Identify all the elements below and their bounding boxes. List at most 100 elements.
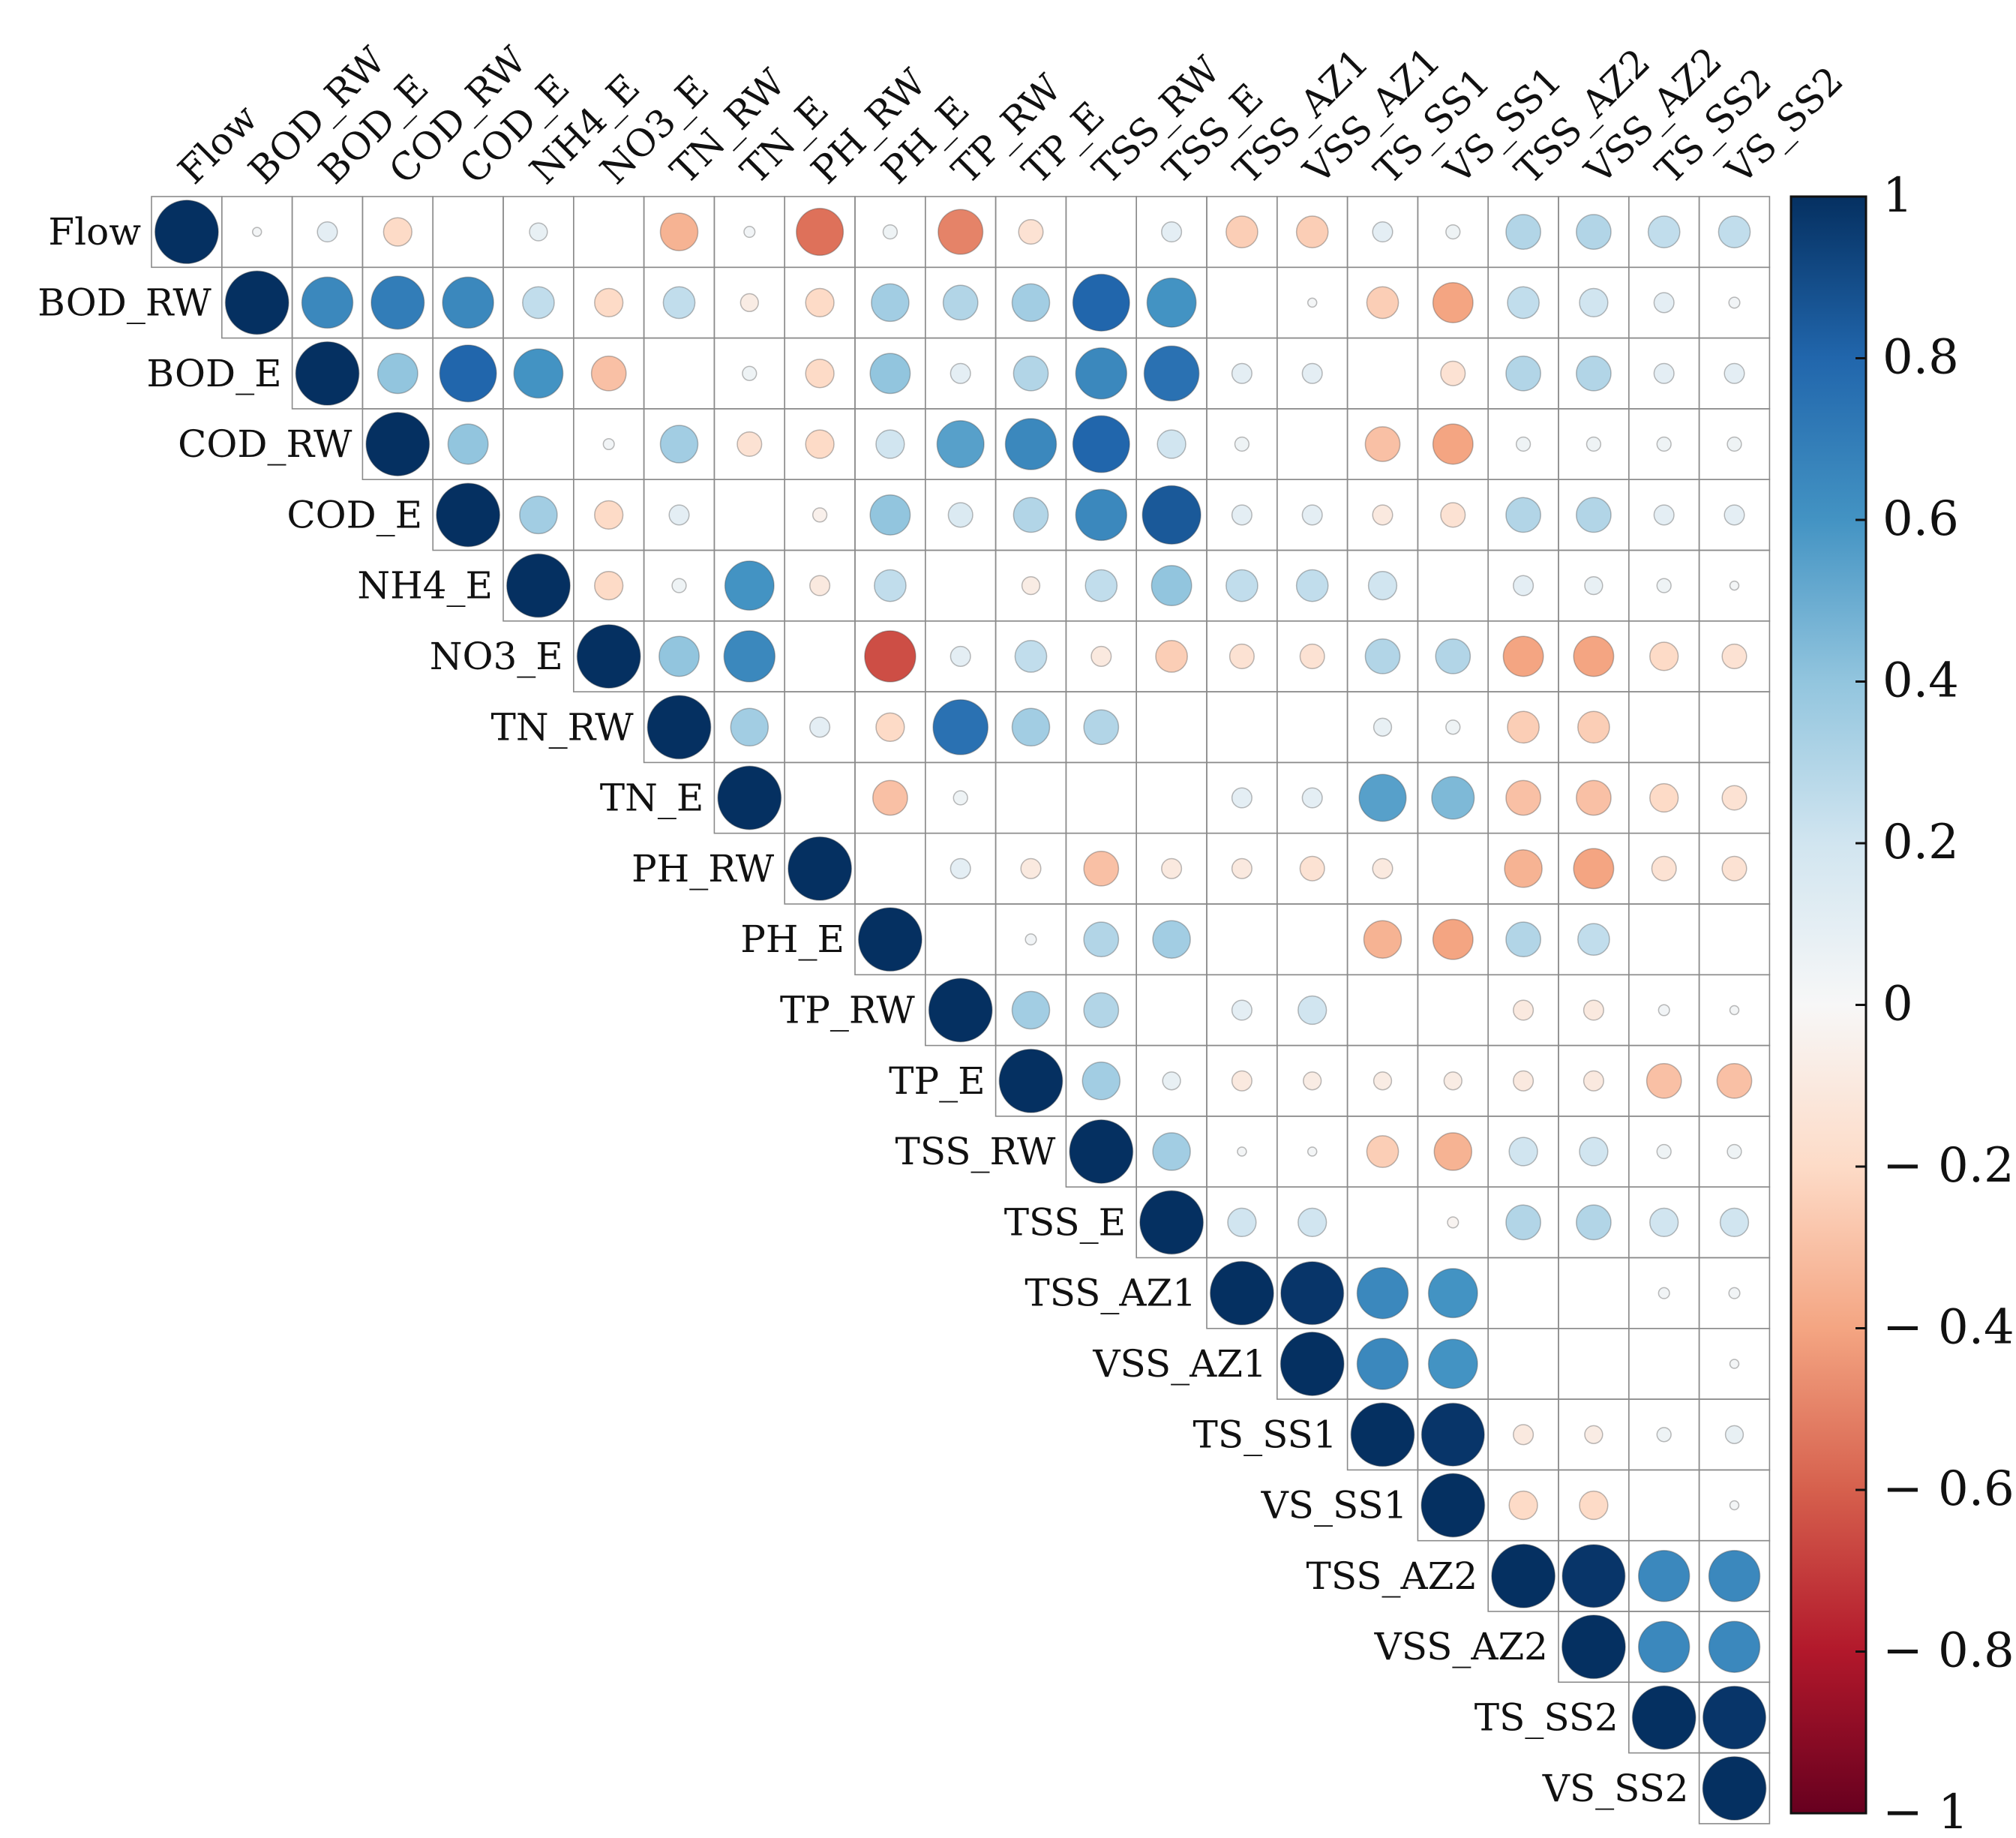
grid-cell-PH_E-TSS_AZ1 [1206, 903, 1278, 976]
corr-circle-TS_SS1-TSS_AZ2 [1513, 1424, 1534, 1446]
row-label-Flow: Flow [48, 210, 141, 254]
corr-circle-COD_RW-TSS_AZ1 [1234, 436, 1250, 452]
corr-circle-VSS_AZ1-VS_SS2 [1729, 1359, 1740, 1369]
colorbar-tick-label: 0.6 [1882, 491, 1959, 547]
corr-circle-BOD_E-VS_SS2 [1724, 362, 1745, 384]
corr-circle-TSS_E-TSS_AZ1 [1227, 1207, 1257, 1238]
corr-circle-NH4_E-TN_E [724, 560, 775, 611]
grid-cell-VS_SS2-VS_SS2 [1698, 1752, 1771, 1824]
row-label-VS_SS2: VS_SS2 [1542, 1767, 1689, 1810]
corr-circle-NH4_E-TP_E [1021, 575, 1041, 596]
corr-circle-TSS_RW-TSS_AZ2 [1508, 1137, 1538, 1167]
row-label-BOD_RW: BOD_RW [38, 281, 212, 324]
corr-circle-COD_RW-TSS_E [1156, 429, 1186, 459]
corr-circle-TN_RW-PH_E [875, 712, 905, 742]
corr-circle-COD_RW-TN_E [736, 431, 763, 458]
corr-circle-TN_E-TP_RW [952, 790, 968, 806]
corr-circle-TSS_AZ1-TS_SS1 [1356, 1266, 1409, 1320]
corr-circle-PH_E-PH_E [857, 907, 922, 972]
corr-circle-BOD_RW-TS_SS1 [1366, 286, 1400, 320]
corr-circle-Flow-TS_SS1 [1372, 221, 1394, 243]
corr-circle-TSS_RW-VSS_AZ1 [1306, 1146, 1318, 1157]
corr-circle-NO3_E-TS_SS2 [1649, 641, 1679, 671]
corr-circle-BOD_RW-TN_E [740, 293, 759, 313]
grid-cell-Flow-TSS_RW [1065, 196, 1138, 269]
corr-circle-Flow-BOD_RW [251, 227, 262, 237]
corr-circle-NO3_E-TP_RW [950, 645, 971, 667]
corr-circle-TP_E-TSS_E [1162, 1071, 1181, 1091]
corr-circle-TSS_RW-TSS_RW [1069, 1119, 1134, 1184]
corr-circle-COD_E-PH_E [869, 494, 911, 536]
corr-circle-TSS_AZ1-TSS_AZ1 [1209, 1260, 1274, 1326]
corr-circle-NH4_E-NO3_E [594, 570, 624, 601]
corr-circle-BOD_RW-PH_E [871, 283, 910, 323]
row-label-PH_RW: PH_RW [632, 847, 775, 890]
grid-cell-TP_RW-VS_SS1 [1417, 974, 1490, 1047]
corr-circle-VS_SS1-VS_SS1 [1420, 1473, 1486, 1538]
corr-circle-TSS_AZ2-VSS_AZ2 [1562, 1544, 1626, 1608]
corr-circle-BOD_E-TSS_AZ2 [1505, 355, 1541, 392]
corr-circle-TP_RW-TSS_AZ2 [1513, 999, 1534, 1021]
corr-circle-BOD_E-TP_RW [950, 362, 971, 384]
corr-circle-PH_E-TSS_RW [1083, 921, 1120, 958]
corr-circle-NH4_E-PH_E [874, 569, 907, 602]
corr-circle-Flow-TP_E [1018, 219, 1044, 245]
corr-circle-COD_E-VSS_AZ2 [1576, 497, 1612, 533]
colorbar-tick-label: 0.4 [1882, 653, 1959, 709]
corr-circle-TN_E-VSS_AZ2 [1576, 779, 1612, 816]
corr-circle-TS_SS1-VS_SS1 [1420, 1402, 1485, 1467]
grid-cell-TP_RW-TSS_E [1136, 974, 1208, 1047]
row-labels: Flow BOD_RW BOD_E COD_RW COD_E NH4_E NO3_E TN_R… [38, 210, 1689, 1810]
corr-circle-TN_E-VS_SS2 [1721, 785, 1748, 811]
corr-circle-BOD_E-COD_RW [376, 353, 418, 395]
corr-circle-TS_SS1-TS_SS2 [1656, 1427, 1672, 1443]
corr-circle-TSS_E-TSS_AZ2 [1505, 1204, 1541, 1241]
grid-cell-TN_RW-TSS_E [1136, 691, 1208, 764]
grid-cell-TN_RW-TSS_AZ1 [1206, 691, 1278, 764]
corr-circle-COD_RW-COD_E [447, 423, 489, 465]
corr-circle-PH_RW-TS_SS1 [1372, 857, 1394, 879]
corr-circle-TSS_E-TS_SS2 [1649, 1207, 1679, 1238]
corr-circle-VSS_AZ2-VSS_AZ2 [1561, 1614, 1626, 1680]
colorbar-tick-label: − 0.4 [1882, 1300, 2014, 1356]
grid-cell-COD_RW-NH4_E [502, 408, 574, 481]
corr-circle-COD_E-TSS_AZ1 [1231, 504, 1252, 526]
corr-circle-Flow-TP_RW [938, 209, 984, 255]
colorbar-tick-label: − 0.8 [1882, 1623, 2014, 1679]
corr-circle-PH_RW-TSS_AZ2 [1504, 849, 1543, 888]
corr-circle-BOD_RW-TSS_RW [1072, 273, 1130, 332]
grid-cell-TN_E-TSS_RW [1065, 761, 1138, 834]
grid-cell-TN_E-TSS_E [1136, 761, 1208, 834]
corr-circle-TN_RW-PH_RW [809, 716, 831, 738]
corr-circle-NH4_E-TSS_AZ1 [1226, 569, 1258, 602]
corr-circle-COD_E-COD_E [436, 482, 501, 548]
grid-cell-PH_RW-VS_SS1 [1417, 832, 1490, 905]
corr-circle-BOD_RW-PH_RW [805, 287, 835, 318]
corr-circle-NO3_E-PH_E [864, 630, 916, 683]
corr-circle-TS_SS1-VSS_AZ2 [1584, 1425, 1604, 1444]
corr-circle-TN_RW-TN_E [730, 707, 770, 747]
corr-circle-BOD_E-VS_SS1 [1440, 360, 1466, 386]
corr-circle-COD_E-VSS_AZ1 [1301, 504, 1323, 526]
corr-circle-TP_E-VS_SS2 [1716, 1062, 1753, 1099]
corr-circle-TS_SS1-VS_SS2 [1724, 1425, 1744, 1444]
corr-circle-VSS_AZ1-TS_SS1 [1356, 1338, 1409, 1390]
corr-circle-BOD_E-VSS_AZ1 [1301, 362, 1323, 384]
grid-cell-Flow-NO3_E [572, 196, 645, 269]
corr-circle-TN_E-TS_SS2 [1649, 782, 1679, 813]
corr-circle-TSS_AZ1-TS_SS2 [1658, 1287, 1670, 1299]
corr-circle-Flow-TSS_AZ1 [1226, 215, 1258, 248]
corr-circle-COD_RW-TN_RW [659, 425, 699, 464]
corr-circle-NH4_E-TS_SS2 [1656, 578, 1672, 593]
corr-circle-COD_E-TSS_E [1142, 485, 1202, 545]
corr-circle-NH4_E-PH_RW [809, 575, 831, 596]
corr-circle-TP_RW-TSS_RW [1083, 992, 1120, 1029]
corr-circle-TS_SS2-VS_SS2 [1702, 1685, 1767, 1750]
corr-circle-BOD_E-TSS_RW [1075, 347, 1128, 400]
corr-circle-NH4_E-NH4_E [506, 553, 571, 618]
corr-circle-TP_E-TS_SS2 [1646, 1062, 1682, 1099]
corr-circle-PH_RW-TP_RW [950, 857, 971, 879]
row-label-NO3_E: NO3_E [430, 635, 563, 678]
grid-cell-TSS_E-TS_SS1 [1346, 1186, 1419, 1259]
